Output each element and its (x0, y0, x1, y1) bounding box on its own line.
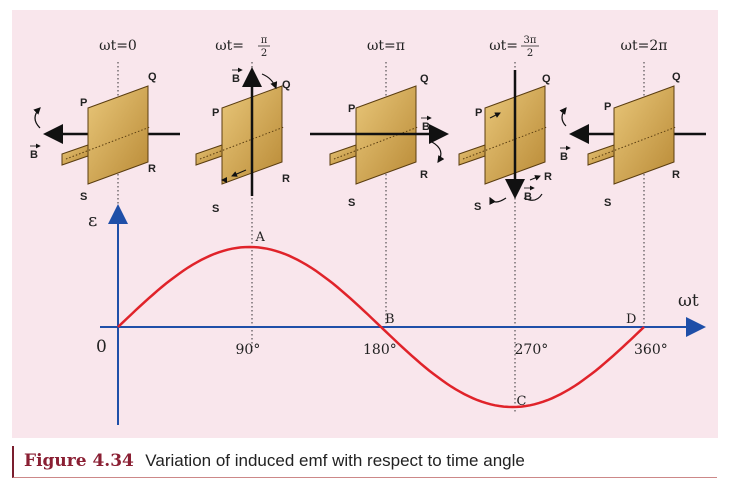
stage-label-0: ωt=0 (99, 38, 137, 54)
y-axis-label: ε (88, 210, 97, 231)
svg-text:2: 2 (527, 48, 533, 59)
svg-text:R: R (420, 169, 428, 181)
graph-axes: ε ωt 0 (88, 204, 706, 425)
stage-label-3: ωt= 3π 2 (489, 35, 539, 59)
svg-text:B: B (560, 151, 568, 163)
stage-label-1-num: π (261, 35, 268, 46)
x-tick-label: 360° (634, 342, 668, 358)
x-tick-label: 270° (515, 342, 549, 358)
svg-text:S: S (348, 197, 355, 209)
figure-caption: Figure 4.34 Variation of induced emf wit… (12, 446, 717, 478)
svg-text:S: S (604, 197, 611, 209)
curve-point-label: C (517, 394, 527, 409)
svg-text:S: S (80, 191, 87, 203)
svg-text:P: P (604, 101, 611, 113)
svg-text:ωt=: ωt= (489, 38, 518, 54)
stage-label-4: ωt=2π (621, 38, 668, 54)
emf-curve (117, 245, 645, 409)
svg-text:R: R (148, 163, 156, 175)
coil-stage-4: P Q R S B (559, 71, 706, 209)
caption-label: Figure 4.34 (24, 451, 134, 471)
svg-text:S: S (474, 201, 481, 213)
svg-text:P: P (212, 107, 219, 119)
svg-text:Q: Q (420, 73, 429, 85)
svg-text:3π: 3π (524, 35, 537, 46)
svg-text:B: B (524, 191, 532, 203)
svg-text:B: B (422, 121, 430, 133)
svg-text:B: B (232, 73, 240, 85)
svg-text:P: P (475, 107, 482, 119)
svg-text:P: P (80, 97, 87, 109)
svg-text:Q: Q (148, 71, 157, 83)
svg-text:P: P (348, 103, 355, 115)
x-axis-label: ωt (678, 291, 699, 311)
svg-text:Q: Q (282, 79, 291, 91)
caption-text: Variation of induced emf with respect to… (145, 451, 525, 470)
coil-stage-3: B P Q R S (458, 70, 552, 213)
stage-label-1: ωt= π 2 (215, 35, 270, 59)
svg-text:R: R (282, 173, 290, 185)
svg-text:Q: Q (542, 73, 551, 85)
stage-labels: ωt=0 ωt= π 2 ωt=π ωt= 3π 2 ωt=2π (99, 35, 667, 59)
svg-text:R: R (672, 169, 680, 181)
svg-text:S: S (212, 203, 219, 215)
svg-text:2: 2 (261, 48, 267, 59)
x-tick-label: 180° (363, 342, 397, 358)
x-tick-labels: 90° 180° 270° 360° (236, 342, 668, 358)
coil-stage-2: B P Q R S (310, 73, 449, 209)
x-tick-label: 90° (236, 342, 261, 358)
svg-text:Q: Q (672, 71, 681, 83)
svg-text:B: B (30, 149, 38, 161)
coil-stage-0: P Q R S B (30, 71, 180, 203)
svg-text:R: R (544, 171, 552, 183)
origin-label: 0 (96, 337, 107, 357)
svg-text:ωt=: ωt= (215, 38, 244, 54)
stage-label-2: ωt=π (367, 38, 405, 54)
curve-points: A B C D (255, 230, 637, 409)
curve-point-label: A (255, 230, 266, 245)
curve-point-label: B (385, 312, 395, 327)
curve-point-label: D (626, 312, 636, 327)
coil-stage-1: B P Q R S (195, 67, 291, 215)
